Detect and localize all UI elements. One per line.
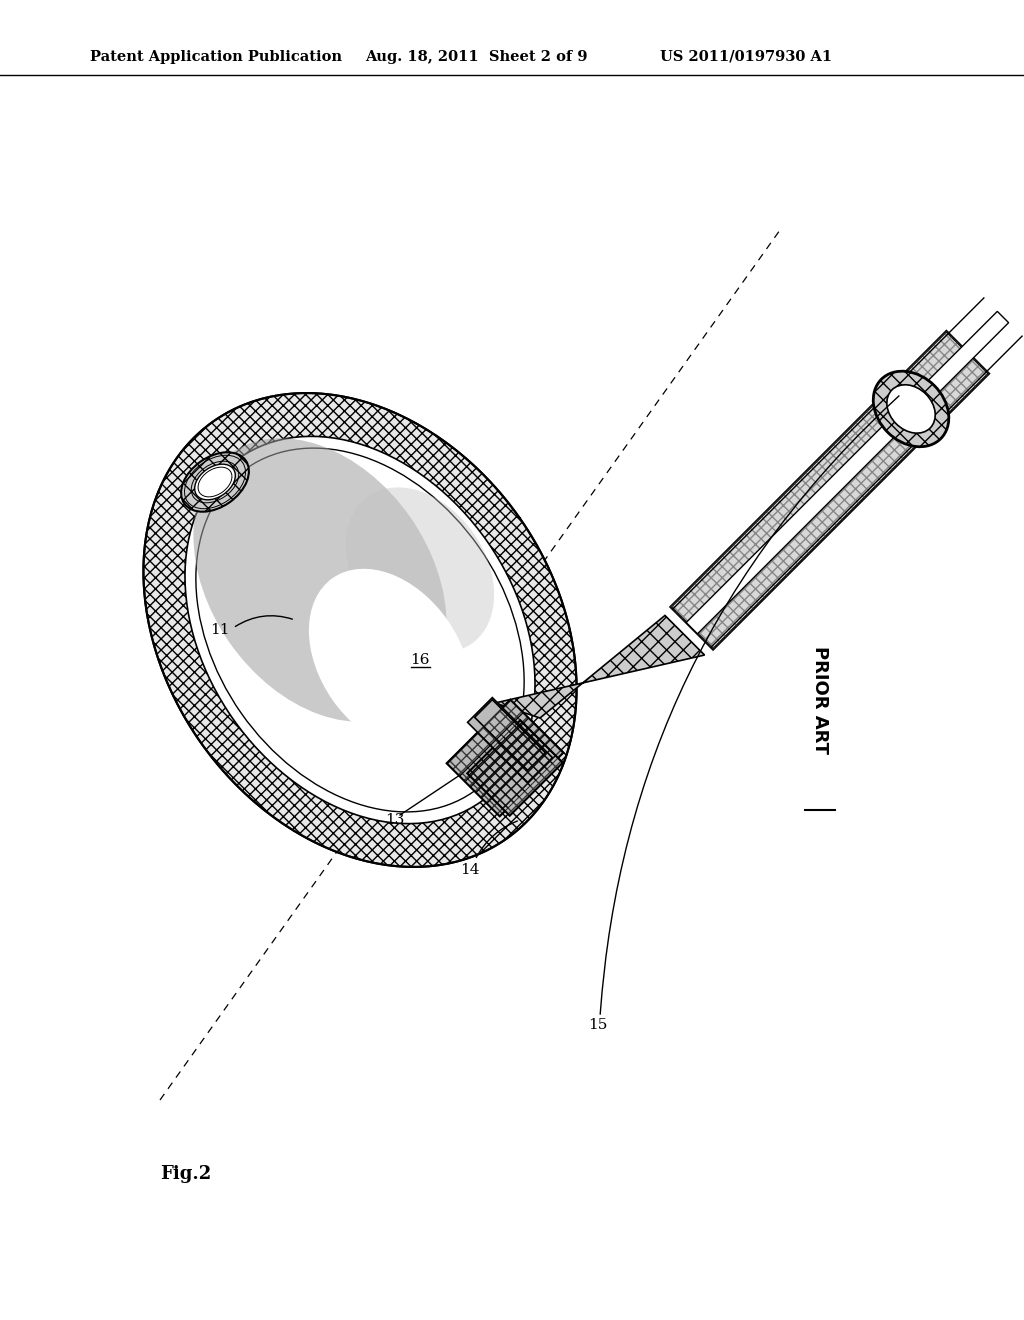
Polygon shape (143, 393, 577, 867)
Ellipse shape (309, 569, 471, 751)
Text: PRIOR ART: PRIOR ART (811, 645, 829, 754)
Text: 13: 13 (385, 813, 404, 828)
Ellipse shape (181, 453, 249, 512)
Ellipse shape (196, 447, 524, 812)
Polygon shape (468, 697, 552, 783)
Ellipse shape (185, 437, 535, 824)
Ellipse shape (346, 487, 495, 652)
Ellipse shape (887, 384, 935, 433)
Text: Patent Application Publication: Patent Application Publication (90, 50, 342, 63)
Polygon shape (467, 721, 563, 816)
Text: 15: 15 (589, 1018, 607, 1032)
Polygon shape (475, 700, 546, 771)
Polygon shape (686, 312, 1009, 634)
Ellipse shape (873, 371, 949, 446)
Text: Aug. 18, 2011  Sheet 2 of 9: Aug. 18, 2011 Sheet 2 of 9 (365, 50, 588, 63)
Polygon shape (495, 615, 705, 718)
Polygon shape (671, 331, 989, 649)
Text: Fig.2: Fig.2 (160, 1166, 211, 1183)
Text: US 2011/0197930 A1: US 2011/0197930 A1 (660, 50, 833, 63)
Ellipse shape (194, 438, 446, 722)
Polygon shape (446, 700, 563, 816)
Text: 11: 11 (210, 623, 229, 638)
Text: 16: 16 (411, 653, 430, 667)
Text: 14: 14 (460, 863, 480, 876)
Ellipse shape (195, 465, 236, 500)
